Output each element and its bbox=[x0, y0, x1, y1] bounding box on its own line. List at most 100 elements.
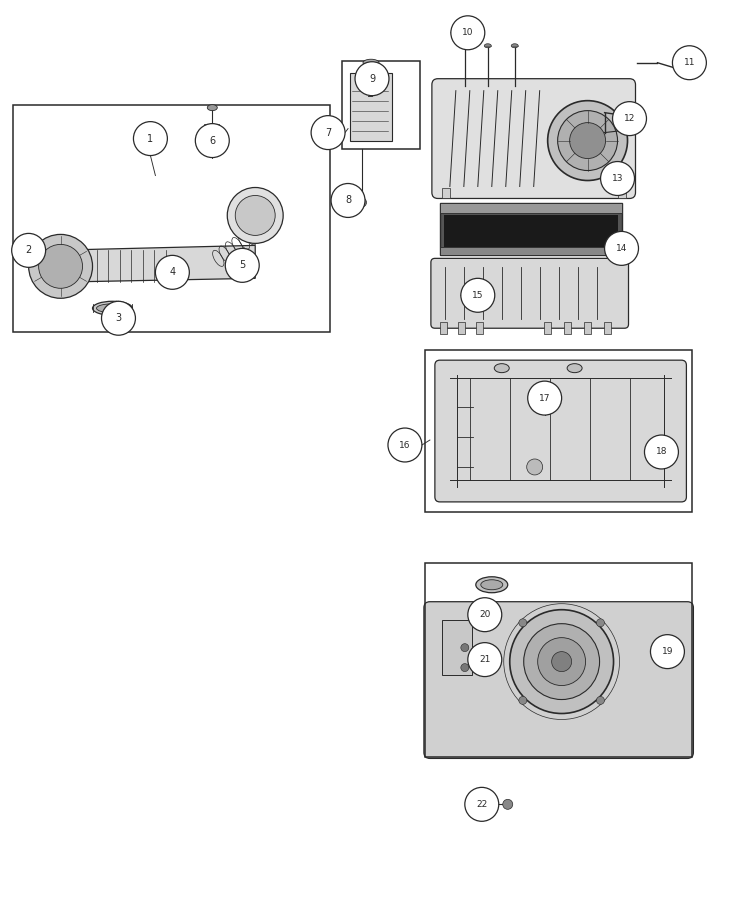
Ellipse shape bbox=[511, 44, 518, 48]
Ellipse shape bbox=[494, 364, 509, 373]
Circle shape bbox=[570, 122, 605, 158]
Circle shape bbox=[156, 256, 190, 289]
Bar bbox=[617, 188, 625, 199]
Text: 1: 1 bbox=[147, 133, 153, 144]
Circle shape bbox=[600, 161, 634, 195]
Circle shape bbox=[524, 624, 599, 699]
Circle shape bbox=[196, 123, 229, 158]
Text: 9: 9 bbox=[369, 74, 375, 84]
Ellipse shape bbox=[485, 44, 491, 48]
FancyBboxPatch shape bbox=[435, 360, 686, 502]
Bar bbox=[350, 73, 392, 140]
Text: 17: 17 bbox=[539, 393, 551, 402]
Text: 15: 15 bbox=[472, 291, 484, 300]
Circle shape bbox=[605, 231, 639, 266]
Text: 19: 19 bbox=[662, 647, 673, 656]
Circle shape bbox=[237, 260, 247, 271]
Bar bbox=[342, 60, 420, 148]
Bar bbox=[564, 322, 571, 334]
Text: 8: 8 bbox=[345, 195, 351, 205]
Circle shape bbox=[645, 435, 679, 469]
Ellipse shape bbox=[567, 364, 582, 373]
Circle shape bbox=[12, 233, 46, 267]
Circle shape bbox=[548, 101, 628, 181]
Circle shape bbox=[465, 788, 499, 822]
Circle shape bbox=[651, 634, 685, 669]
FancyBboxPatch shape bbox=[432, 78, 636, 199]
Text: 12: 12 bbox=[624, 114, 635, 123]
Circle shape bbox=[357, 198, 367, 207]
Circle shape bbox=[519, 697, 527, 705]
Circle shape bbox=[388, 428, 422, 462]
Ellipse shape bbox=[360, 68, 382, 77]
Bar bbox=[584, 322, 591, 334]
Circle shape bbox=[461, 663, 469, 671]
Ellipse shape bbox=[481, 580, 502, 590]
Ellipse shape bbox=[93, 302, 133, 315]
Bar bbox=[476, 322, 483, 334]
Circle shape bbox=[527, 459, 542, 475]
Circle shape bbox=[654, 444, 669, 460]
Bar bbox=[425, 350, 692, 512]
Circle shape bbox=[461, 644, 469, 652]
Circle shape bbox=[355, 62, 389, 95]
Bar bbox=[440, 248, 622, 256]
Bar bbox=[459, 322, 465, 334]
Ellipse shape bbox=[363, 59, 379, 67]
Text: 3: 3 bbox=[116, 313, 122, 323]
Bar bbox=[440, 203, 622, 213]
FancyBboxPatch shape bbox=[431, 258, 628, 328]
Circle shape bbox=[538, 637, 585, 686]
Circle shape bbox=[311, 115, 345, 149]
Text: 14: 14 bbox=[616, 244, 627, 253]
Circle shape bbox=[325, 120, 330, 125]
Bar bbox=[604, 322, 611, 334]
Ellipse shape bbox=[207, 104, 217, 111]
Circle shape bbox=[322, 117, 333, 128]
Text: 6: 6 bbox=[209, 136, 216, 146]
Circle shape bbox=[225, 248, 259, 283]
Text: 18: 18 bbox=[656, 447, 667, 456]
Ellipse shape bbox=[462, 44, 468, 48]
Circle shape bbox=[102, 302, 136, 335]
Circle shape bbox=[473, 655, 482, 663]
Circle shape bbox=[519, 619, 527, 626]
Text: 4: 4 bbox=[169, 267, 176, 277]
Circle shape bbox=[451, 16, 485, 50]
Circle shape bbox=[39, 245, 82, 288]
Bar bbox=[442, 620, 472, 675]
Circle shape bbox=[331, 184, 365, 218]
Text: 21: 21 bbox=[479, 655, 491, 664]
Text: 20: 20 bbox=[479, 610, 491, 619]
Polygon shape bbox=[50, 246, 255, 283]
Circle shape bbox=[227, 187, 283, 243]
Circle shape bbox=[468, 643, 502, 677]
Bar bbox=[440, 322, 448, 334]
Bar bbox=[13, 104, 330, 332]
Text: 22: 22 bbox=[476, 800, 488, 809]
Circle shape bbox=[510, 609, 614, 714]
Bar bbox=[425, 562, 692, 758]
Circle shape bbox=[479, 606, 491, 617]
Circle shape bbox=[558, 111, 617, 170]
Circle shape bbox=[672, 46, 706, 80]
Ellipse shape bbox=[96, 304, 128, 313]
Text: 7: 7 bbox=[325, 128, 331, 138]
Circle shape bbox=[613, 102, 646, 136]
Ellipse shape bbox=[476, 577, 508, 593]
Text: 16: 16 bbox=[399, 440, 411, 449]
Circle shape bbox=[235, 195, 275, 236]
Bar bbox=[444, 215, 617, 248]
Text: 13: 13 bbox=[612, 174, 623, 183]
FancyBboxPatch shape bbox=[424, 602, 694, 759]
Bar bbox=[544, 322, 551, 334]
Circle shape bbox=[597, 697, 605, 705]
Ellipse shape bbox=[688, 72, 695, 77]
Circle shape bbox=[551, 652, 571, 671]
Circle shape bbox=[528, 381, 562, 415]
Text: 11: 11 bbox=[684, 58, 695, 68]
Circle shape bbox=[165, 266, 176, 278]
Text: 5: 5 bbox=[239, 260, 245, 270]
Text: 2: 2 bbox=[25, 246, 32, 256]
Circle shape bbox=[461, 278, 495, 312]
